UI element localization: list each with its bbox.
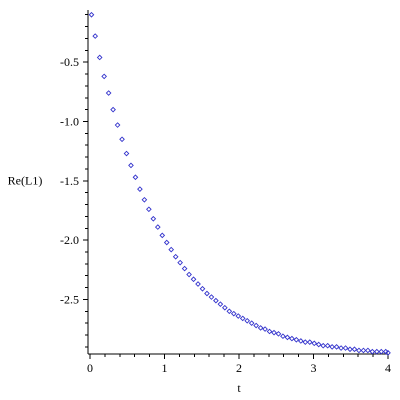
data-point (208, 294, 215, 300)
data-point (190, 276, 197, 283)
data-point (338, 345, 344, 351)
data-point (347, 346, 353, 353)
data-point (119, 136, 125, 143)
data-point (141, 196, 148, 203)
data-point (181, 265, 188, 272)
data-point (105, 90, 112, 96)
data-point (284, 334, 291, 341)
data-point (373, 348, 380, 355)
data-point (297, 338, 304, 344)
data-point (88, 11, 95, 18)
data-point (342, 345, 349, 351)
data-point (159, 232, 166, 239)
data-point (280, 333, 286, 340)
data-point (217, 301, 224, 308)
data-point (320, 342, 327, 349)
y-tick-label: -2.0 (60, 233, 79, 247)
data-point (101, 73, 107, 80)
data-point (289, 335, 295, 342)
data-point (315, 341, 322, 348)
data-point (293, 336, 300, 343)
y-tick-label: -2.5 (60, 292, 79, 306)
data-points-layer (88, 11, 391, 356)
data-point (128, 162, 134, 169)
data-point (360, 347, 367, 354)
data-point (271, 329, 277, 336)
data-point (365, 347, 371, 354)
data-point (226, 308, 233, 315)
data-point (222, 304, 228, 311)
data-point (146, 206, 152, 213)
data-point (137, 186, 143, 192)
y-tick-label: -0.5 (60, 55, 79, 69)
labels-layer: 0 1 2 3 4 -0.5 -1.0 -1.5 -2.0 -2.5 Re(L1) t (8, 55, 391, 395)
data-point (311, 340, 318, 347)
data-point (96, 54, 103, 61)
data-point (199, 285, 206, 292)
data-point (248, 320, 255, 326)
data-point (306, 339, 313, 345)
x-tick-label: 2 (236, 361, 242, 375)
data-point (132, 174, 139, 181)
data-point (114, 122, 121, 128)
data-point (356, 347, 362, 354)
data-point (262, 326, 268, 332)
data-point (253, 322, 259, 329)
data-point (154, 224, 161, 230)
data-point (195, 281, 201, 287)
y-tick-label: -1.0 (60, 115, 79, 129)
data-point (168, 246, 175, 253)
data-point (244, 317, 251, 324)
x-tick-label: 4 (385, 361, 391, 375)
data-point (275, 330, 282, 337)
y-axis-title: Re(L1) (8, 173, 43, 187)
data-point (378, 348, 385, 355)
data-point (333, 344, 340, 350)
data-point (257, 325, 264, 331)
data-point (163, 239, 170, 246)
data-point (110, 106, 116, 113)
axes-layer (83, 10, 389, 359)
data-point (239, 315, 246, 322)
data-point (123, 150, 130, 157)
data-point (329, 344, 335, 350)
data-point (324, 342, 331, 349)
data-point (177, 259, 183, 266)
data-point (213, 297, 219, 304)
x-axis-title: t (237, 381, 241, 395)
data-point (302, 339, 309, 345)
x-tick-label: 0 (87, 361, 93, 375)
x-tick-label: 3 (311, 361, 317, 375)
data-point (92, 33, 99, 39)
data-point (385, 349, 391, 356)
data-point (186, 271, 192, 278)
data-point (266, 328, 273, 335)
data-point (204, 290, 210, 297)
data-point (351, 346, 358, 353)
data-point (230, 310, 237, 317)
x-tick-label: 1 (162, 361, 168, 375)
y-tick-label: -1.5 (60, 174, 79, 188)
data-point (150, 215, 157, 222)
data-point (172, 253, 179, 260)
data-point (235, 313, 242, 319)
data-point (369, 348, 376, 355)
